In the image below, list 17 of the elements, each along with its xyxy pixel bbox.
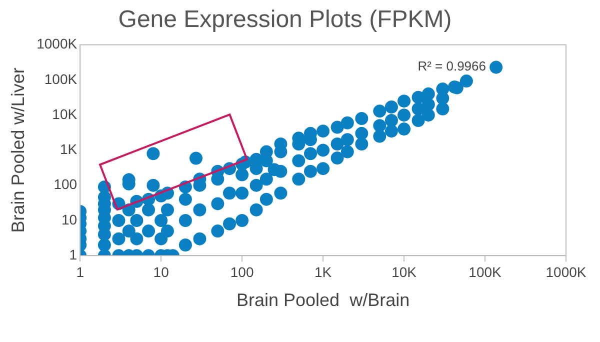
- y-tick-label: 100K: [44, 70, 78, 87]
- x-tick-label: 10: [153, 264, 170, 280]
- y-tick-label: 1K: [60, 141, 78, 158]
- y-tick-label: 10K: [52, 106, 78, 122]
- y-tick-label: 1000K: [36, 36, 78, 52]
- annotation: R² = 0.9966: [418, 58, 486, 74]
- y-tick-label: 1: [69, 246, 78, 262]
- y-axis-title: Brain Pooled w/Liver: [8, 68, 28, 233]
- chart-title: Gene Expression Plots (FPKM): [118, 6, 452, 34]
- x-axis-title: Brain Pooled w/Brain: [236, 290, 410, 310]
- y-tick-label: 100: [54, 176, 78, 192]
- x-tick-label: 100: [230, 264, 254, 280]
- y-tick-label: 10: [62, 211, 78, 228]
- x-tick-label: 10K: [392, 264, 418, 280]
- x-tick-label: 1000K: [546, 264, 587, 280]
- x-tick-label: 1K: [314, 264, 332, 280]
- x-tick-label: 100K: [468, 264, 502, 280]
